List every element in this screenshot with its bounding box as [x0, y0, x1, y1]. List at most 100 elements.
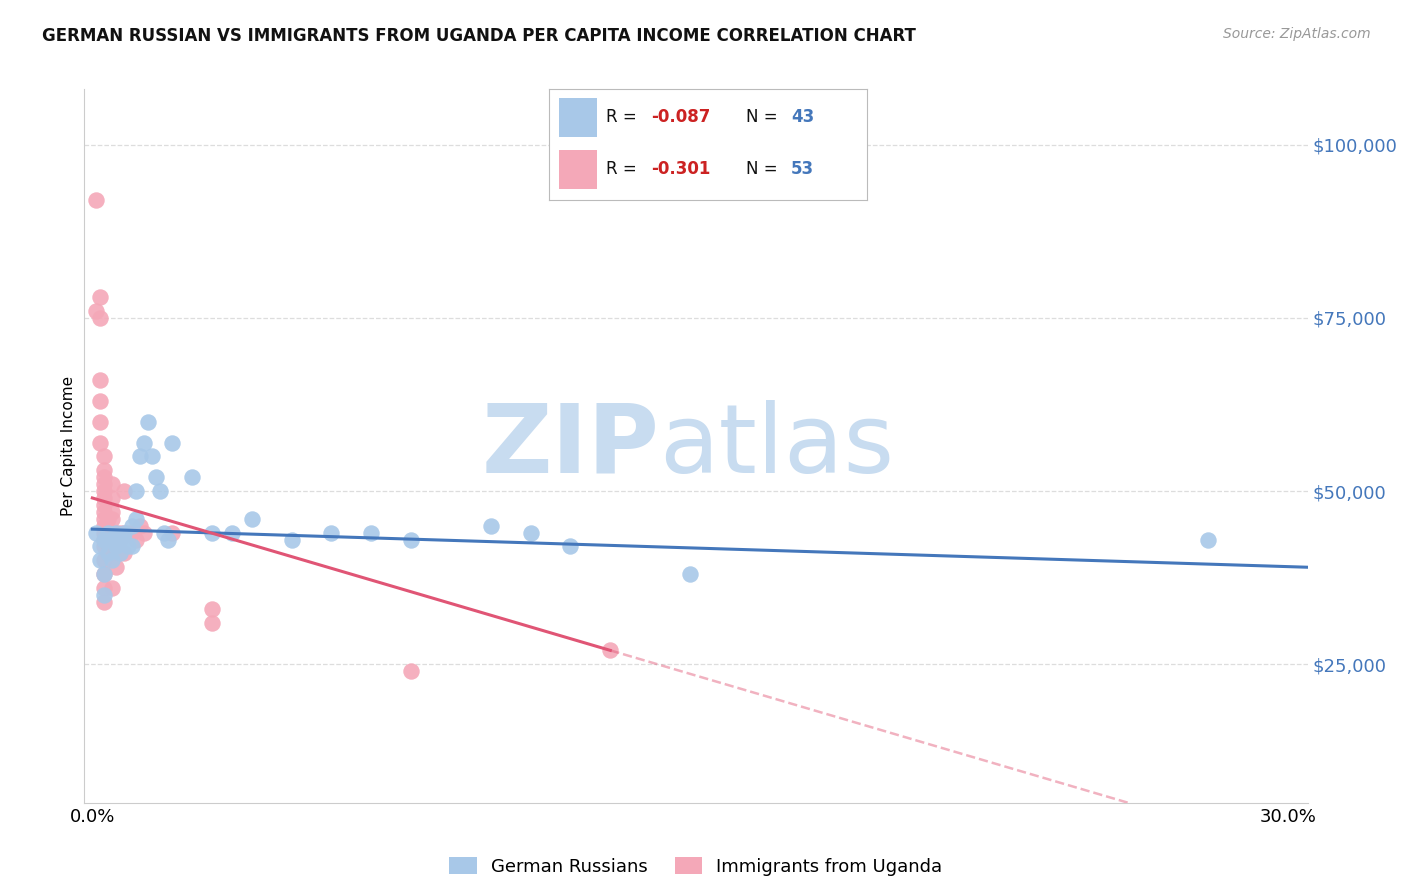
Point: [160, 525, 183, 540]
Point: [101, 581, 124, 595]
Point: [136, 415, 159, 429]
Text: N =: N =: [747, 109, 783, 127]
Point: [129, 518, 152, 533]
Text: 53: 53: [792, 161, 814, 178]
Point: [89, 290, 111, 304]
Point: [125, 533, 148, 547]
Point: [240, 512, 263, 526]
Point: [93, 525, 115, 540]
Point: [97, 525, 120, 540]
Point: [141, 450, 163, 464]
Y-axis label: Per Capita Income: Per Capita Income: [60, 376, 76, 516]
Point: [89, 553, 111, 567]
Text: GERMAN RUSSIAN VS IMMIGRANTS FROM UGANDA PER CAPITA INCOME CORRELATION CHART: GERMAN RUSSIAN VS IMMIGRANTS FROM UGANDA…: [42, 27, 917, 45]
Point: [479, 518, 502, 533]
Point: [101, 553, 124, 567]
Point: [105, 525, 128, 540]
Point: [101, 477, 124, 491]
Point: [86, 525, 108, 540]
Point: [89, 415, 111, 429]
Point: [93, 477, 115, 491]
Point: [679, 567, 702, 582]
Point: [112, 525, 135, 540]
Point: [129, 450, 152, 464]
Point: [112, 483, 135, 498]
Point: [93, 567, 115, 582]
Point: [93, 540, 115, 554]
Text: -0.087: -0.087: [651, 109, 710, 127]
Point: [121, 518, 143, 533]
Point: [93, 483, 115, 498]
Point: [181, 470, 204, 484]
Point: [145, 470, 167, 484]
Point: [1197, 533, 1219, 547]
Point: [201, 525, 224, 540]
Text: N =: N =: [747, 161, 783, 178]
Text: Source: ZipAtlas.com: Source: ZipAtlas.com: [1223, 27, 1371, 41]
Point: [105, 560, 128, 574]
Legend: German Russians, Immigrants from Uganda: German Russians, Immigrants from Uganda: [450, 857, 942, 876]
Point: [153, 525, 176, 540]
Point: [112, 533, 135, 547]
Point: [97, 525, 120, 540]
Point: [93, 491, 115, 505]
Point: [157, 533, 180, 547]
Point: [560, 540, 582, 554]
Point: [97, 546, 120, 560]
Point: [399, 533, 422, 547]
Point: [93, 553, 115, 567]
Point: [112, 525, 135, 540]
Point: [149, 483, 172, 498]
Point: [97, 540, 120, 554]
Point: [125, 483, 148, 498]
Point: [110, 529, 132, 543]
Point: [321, 525, 343, 540]
Point: [134, 435, 156, 450]
Point: [117, 540, 139, 554]
Point: [201, 602, 224, 616]
Bar: [558, 150, 598, 189]
Point: [112, 546, 135, 560]
Point: [201, 615, 224, 630]
Point: [101, 505, 124, 519]
Point: [599, 643, 621, 657]
Point: [110, 546, 132, 560]
Point: [160, 435, 183, 450]
Text: 43: 43: [792, 109, 814, 127]
Point: [105, 540, 128, 554]
Point: [93, 533, 115, 547]
Point: [221, 525, 243, 540]
Point: [121, 540, 143, 554]
Point: [93, 518, 115, 533]
Point: [101, 525, 124, 540]
Point: [360, 525, 382, 540]
Point: [97, 512, 120, 526]
Point: [93, 512, 115, 526]
Point: [93, 470, 115, 484]
Text: atlas: atlas: [659, 400, 894, 492]
Text: -0.301: -0.301: [651, 161, 710, 178]
Point: [86, 193, 108, 207]
Point: [89, 540, 111, 554]
Point: [89, 394, 111, 409]
Point: [117, 525, 139, 540]
Point: [93, 505, 115, 519]
Point: [519, 525, 541, 540]
Point: [93, 498, 115, 512]
Point: [121, 525, 143, 540]
Point: [93, 567, 115, 582]
Point: [89, 435, 111, 450]
Point: [93, 581, 115, 595]
Point: [101, 533, 124, 547]
Text: ZIP: ZIP: [481, 400, 659, 492]
Point: [101, 512, 124, 526]
Point: [110, 533, 132, 547]
Point: [93, 463, 115, 477]
Point: [89, 310, 111, 325]
Point: [93, 533, 115, 547]
Point: [110, 525, 132, 540]
Point: [105, 540, 128, 554]
Bar: [558, 98, 598, 136]
Text: R =: R =: [606, 109, 643, 127]
Point: [134, 525, 156, 540]
